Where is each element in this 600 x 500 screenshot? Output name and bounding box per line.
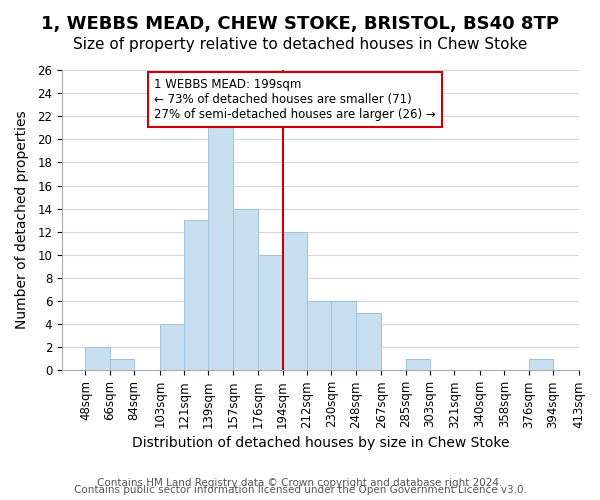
Text: 1, WEBBS MEAD, CHEW STOKE, BRISTOL, BS40 8TP: 1, WEBBS MEAD, CHEW STOKE, BRISTOL, BS40… <box>41 15 559 33</box>
Text: Size of property relative to detached houses in Chew Stoke: Size of property relative to detached ho… <box>73 38 527 52</box>
Y-axis label: Number of detached properties: Number of detached properties <box>15 111 29 330</box>
X-axis label: Distribution of detached houses by size in Chew Stoke: Distribution of detached houses by size … <box>131 436 509 450</box>
Bar <box>529 359 553 370</box>
Bar <box>331 301 356 370</box>
Bar <box>406 359 430 370</box>
Bar <box>356 312 381 370</box>
Bar <box>283 232 307 370</box>
Bar <box>233 208 259 370</box>
Bar <box>85 347 110 370</box>
Text: Contains public sector information licensed under the Open Government Licence v3: Contains public sector information licen… <box>74 485 526 495</box>
Bar <box>160 324 184 370</box>
Bar <box>259 255 283 370</box>
Bar <box>110 359 134 370</box>
Bar <box>184 220 208 370</box>
Bar <box>307 301 331 370</box>
Bar <box>208 116 233 370</box>
Text: 1 WEBBS MEAD: 199sqm
← 73% of detached houses are smaller (71)
27% of semi-detac: 1 WEBBS MEAD: 199sqm ← 73% of detached h… <box>154 78 436 121</box>
Text: Contains HM Land Registry data © Crown copyright and database right 2024.: Contains HM Land Registry data © Crown c… <box>97 478 503 488</box>
